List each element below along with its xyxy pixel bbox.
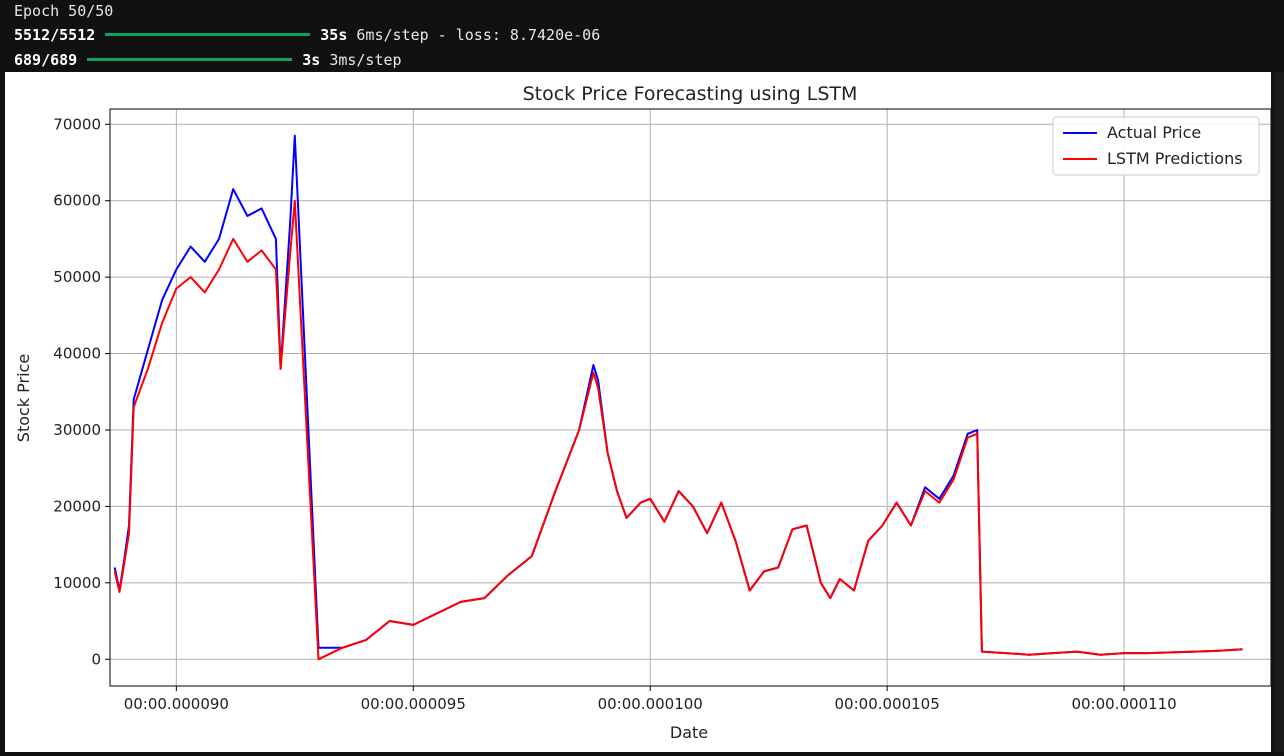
legend-entry: Actual Price: [1107, 123, 1201, 142]
y-axis-label: Stock Price: [14, 354, 33, 442]
series-line-lstm-predictions: [113, 199, 1243, 661]
line-chart: Stock Price Forecasting using LSTM 00:00…: [14, 83, 1272, 742]
train-progress-line: 5512/5512 35s 6ms/step - loss: 8.7420e-06: [14, 24, 600, 46]
predict-progress-bar: [87, 57, 293, 61]
y-tick-label: 30000: [53, 421, 101, 439]
series-layer: [113, 134, 1243, 661]
y-tick-label: 0: [91, 650, 101, 668]
train-elapsed-time: 35s: [320, 26, 348, 44]
training-console: Epoch 50/50 5512/5512 35s 6ms/step - loss…: [0, 0, 1284, 72]
y-tick-label: 40000: [53, 345, 101, 363]
predict-step-counter: 689/689: [14, 51, 78, 69]
legend: Actual Price LSTM Predictions: [1052, 116, 1260, 176]
grid: [110, 109, 1271, 686]
series-line-actual-price: [113, 134, 1243, 656]
y-tick-label: 20000: [53, 497, 101, 515]
axes-frame: [109, 108, 1272, 687]
plot-output: Stock Price Forecasting using LSTM 00:00…: [5, 72, 1272, 752]
train-metrics: 6ms/step - loss: 8.7420e-06: [356, 26, 601, 44]
x-tick-label: 00:00.000095: [361, 695, 466, 713]
ticks: 00:00.000090 00:00.000095 00:00.000100 00:0…: [53, 115, 1176, 713]
x-tick-label: 00:00.000105: [835, 695, 940, 713]
epoch-line: Epoch 50/50: [14, 2, 114, 20]
x-tick-label: 00:00.000100: [598, 695, 703, 713]
predict-progress-line: 689/689 3s 3ms/step: [14, 49, 402, 71]
y-tick-label: 70000: [53, 115, 101, 133]
predict-metrics: 3ms/step: [329, 51, 402, 69]
train-step-counter: 5512/5512: [14, 26, 96, 44]
x-tick-label: 00:00.000110: [1071, 695, 1176, 713]
y-tick-label: 10000: [53, 574, 101, 592]
predict-elapsed-time: 3s: [302, 51, 321, 69]
legend-box: [1052, 116, 1260, 176]
legend-entry: LSTM Predictions: [1107, 149, 1243, 168]
train-progress-bar: [105, 32, 311, 36]
y-tick-label: 60000: [53, 192, 101, 210]
chart-title: Stock Price Forecasting using LSTM: [523, 83, 858, 105]
scrollbar[interactable]: [1274, 72, 1284, 752]
y-tick-label: 50000: [53, 268, 101, 286]
x-tick-label: 00:00.000090: [124, 695, 229, 713]
x-axis-label: Date: [670, 723, 708, 742]
